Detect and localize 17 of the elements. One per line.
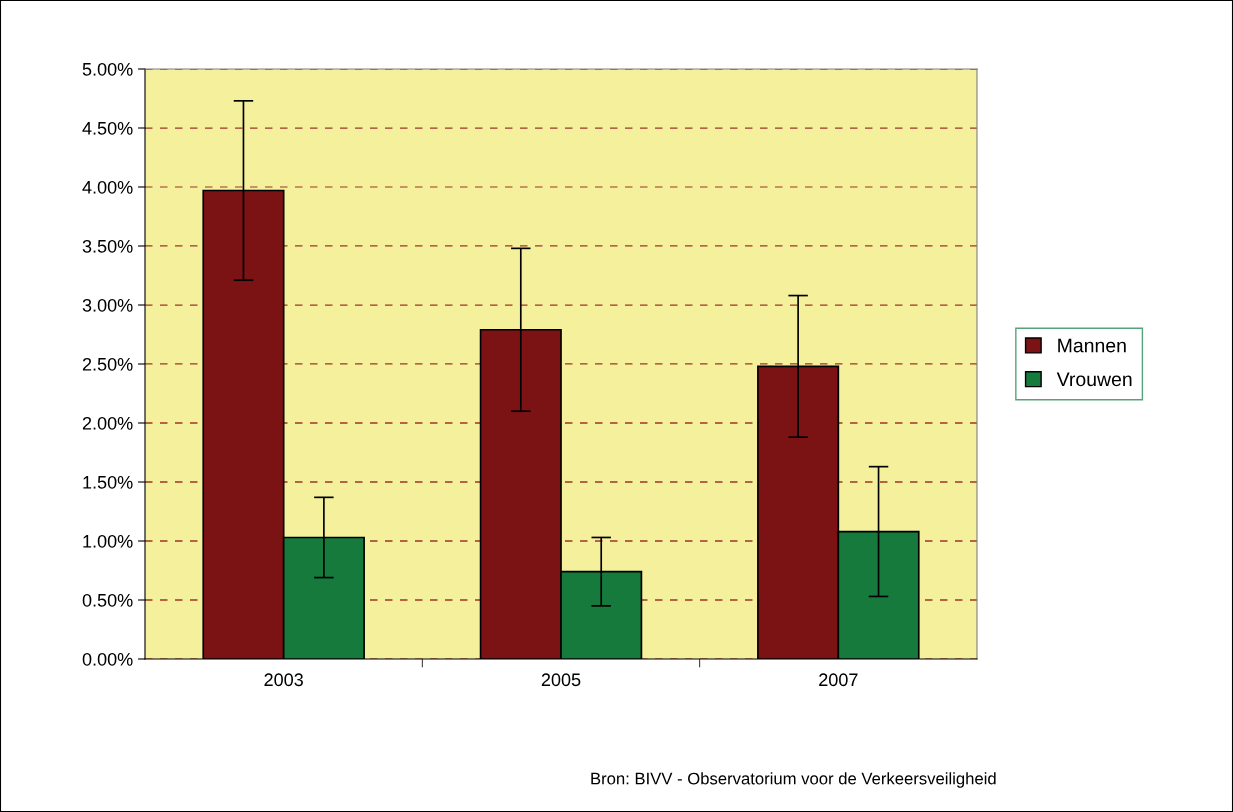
text: Bron: BIVV - Observatorium voor de Verkeersveiligheid xyxy=(591,772,996,788)
y-tick-label: 4.00% xyxy=(82,180,133,194)
x-tick-label: 2007 xyxy=(819,673,858,687)
y-tick-label: 5.00% xyxy=(82,62,133,76)
y-tick-label: 3.50% xyxy=(82,239,133,253)
y-tick-label: 2.50% xyxy=(82,357,133,371)
y-tick-label: 2.00% xyxy=(82,416,133,430)
y-tick-label: 0.50% xyxy=(82,593,133,607)
y-tick-label: 4.50% xyxy=(82,121,133,135)
y-tick-label: 1.00% xyxy=(83,534,133,548)
y-tick-label: 1.50% xyxy=(83,475,133,489)
legend-label: Mannen xyxy=(1058,338,1126,353)
x-tick-label: 2003 xyxy=(264,673,303,687)
y-tick-label: 3.00% xyxy=(82,298,133,312)
x-tick-label: 2005 xyxy=(541,673,581,687)
legend-label: Vrouwen xyxy=(1056,372,1132,387)
y-tick-label: 0.00% xyxy=(82,652,133,666)
